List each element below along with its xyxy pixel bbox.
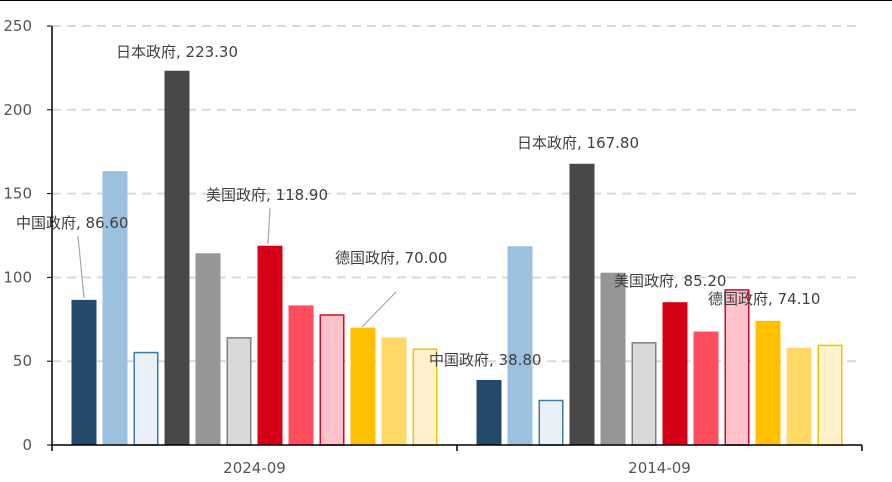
x-tick-label: 2014-09 — [628, 459, 691, 477]
bar — [786, 347, 812, 445]
data-label: 德国政府, 70.00 — [335, 249, 447, 267]
leader-line — [361, 291, 397, 328]
leader-line — [267, 207, 271, 245]
y-axis-tick-labels: 0 50 100 150 200 250 — [3, 17, 32, 454]
y-tick-label: 150 — [3, 185, 32, 203]
bar — [226, 337, 252, 446]
bar — [724, 289, 750, 446]
data-label: 德国政府, 74.10 — [708, 290, 820, 308]
data-label: 日本政府, 223.30 — [116, 43, 238, 61]
data-label: 美国政府, 118.90 — [206, 186, 328, 204]
x-tick-label: 2024-09 — [223, 459, 286, 477]
x-axis-category-labels: 2024-09 2014-09 — [223, 459, 691, 477]
bar — [195, 253, 221, 445]
bar — [693, 331, 719, 445]
bar — [600, 272, 626, 445]
bar — [319, 314, 345, 446]
axes — [47, 25, 863, 451]
bar — [381, 337, 407, 445]
y-tick-label: 250 — [3, 17, 32, 35]
y-tick-label: 100 — [3, 268, 32, 286]
bar — [817, 344, 843, 446]
data-label: 日本政府, 167.80 — [517, 134, 639, 152]
bar — [71, 299, 97, 445]
bar — [288, 305, 314, 445]
bar — [631, 342, 657, 446]
annotation-leader-lines — [77, 207, 397, 328]
bar — [755, 320, 781, 445]
bar — [102, 171, 128, 445]
bar — [350, 327, 376, 445]
leader-line — [77, 235, 85, 299]
bar — [538, 399, 564, 446]
bar — [569, 163, 595, 445]
bar — [257, 245, 283, 445]
bar — [476, 379, 502, 445]
data-label: 中国政府, 38.80 — [429, 351, 541, 369]
data-label: 美国政府, 85.20 — [614, 272, 726, 290]
bar — [662, 302, 688, 445]
y-tick-label: 200 — [3, 101, 32, 119]
bar — [507, 246, 533, 445]
bar — [164, 70, 190, 445]
data-labels: 中国政府, 86.60 日本政府, 223.30 美国政府, 118.90 德国政府,… — [16, 43, 820, 369]
y-tick-label: 50 — [13, 352, 32, 370]
data-label: 中国政府, 86.60 — [16, 214, 128, 232]
y-tick-label: 0 — [22, 436, 32, 454]
bar — [133, 351, 159, 446]
bars — [71, 70, 843, 446]
